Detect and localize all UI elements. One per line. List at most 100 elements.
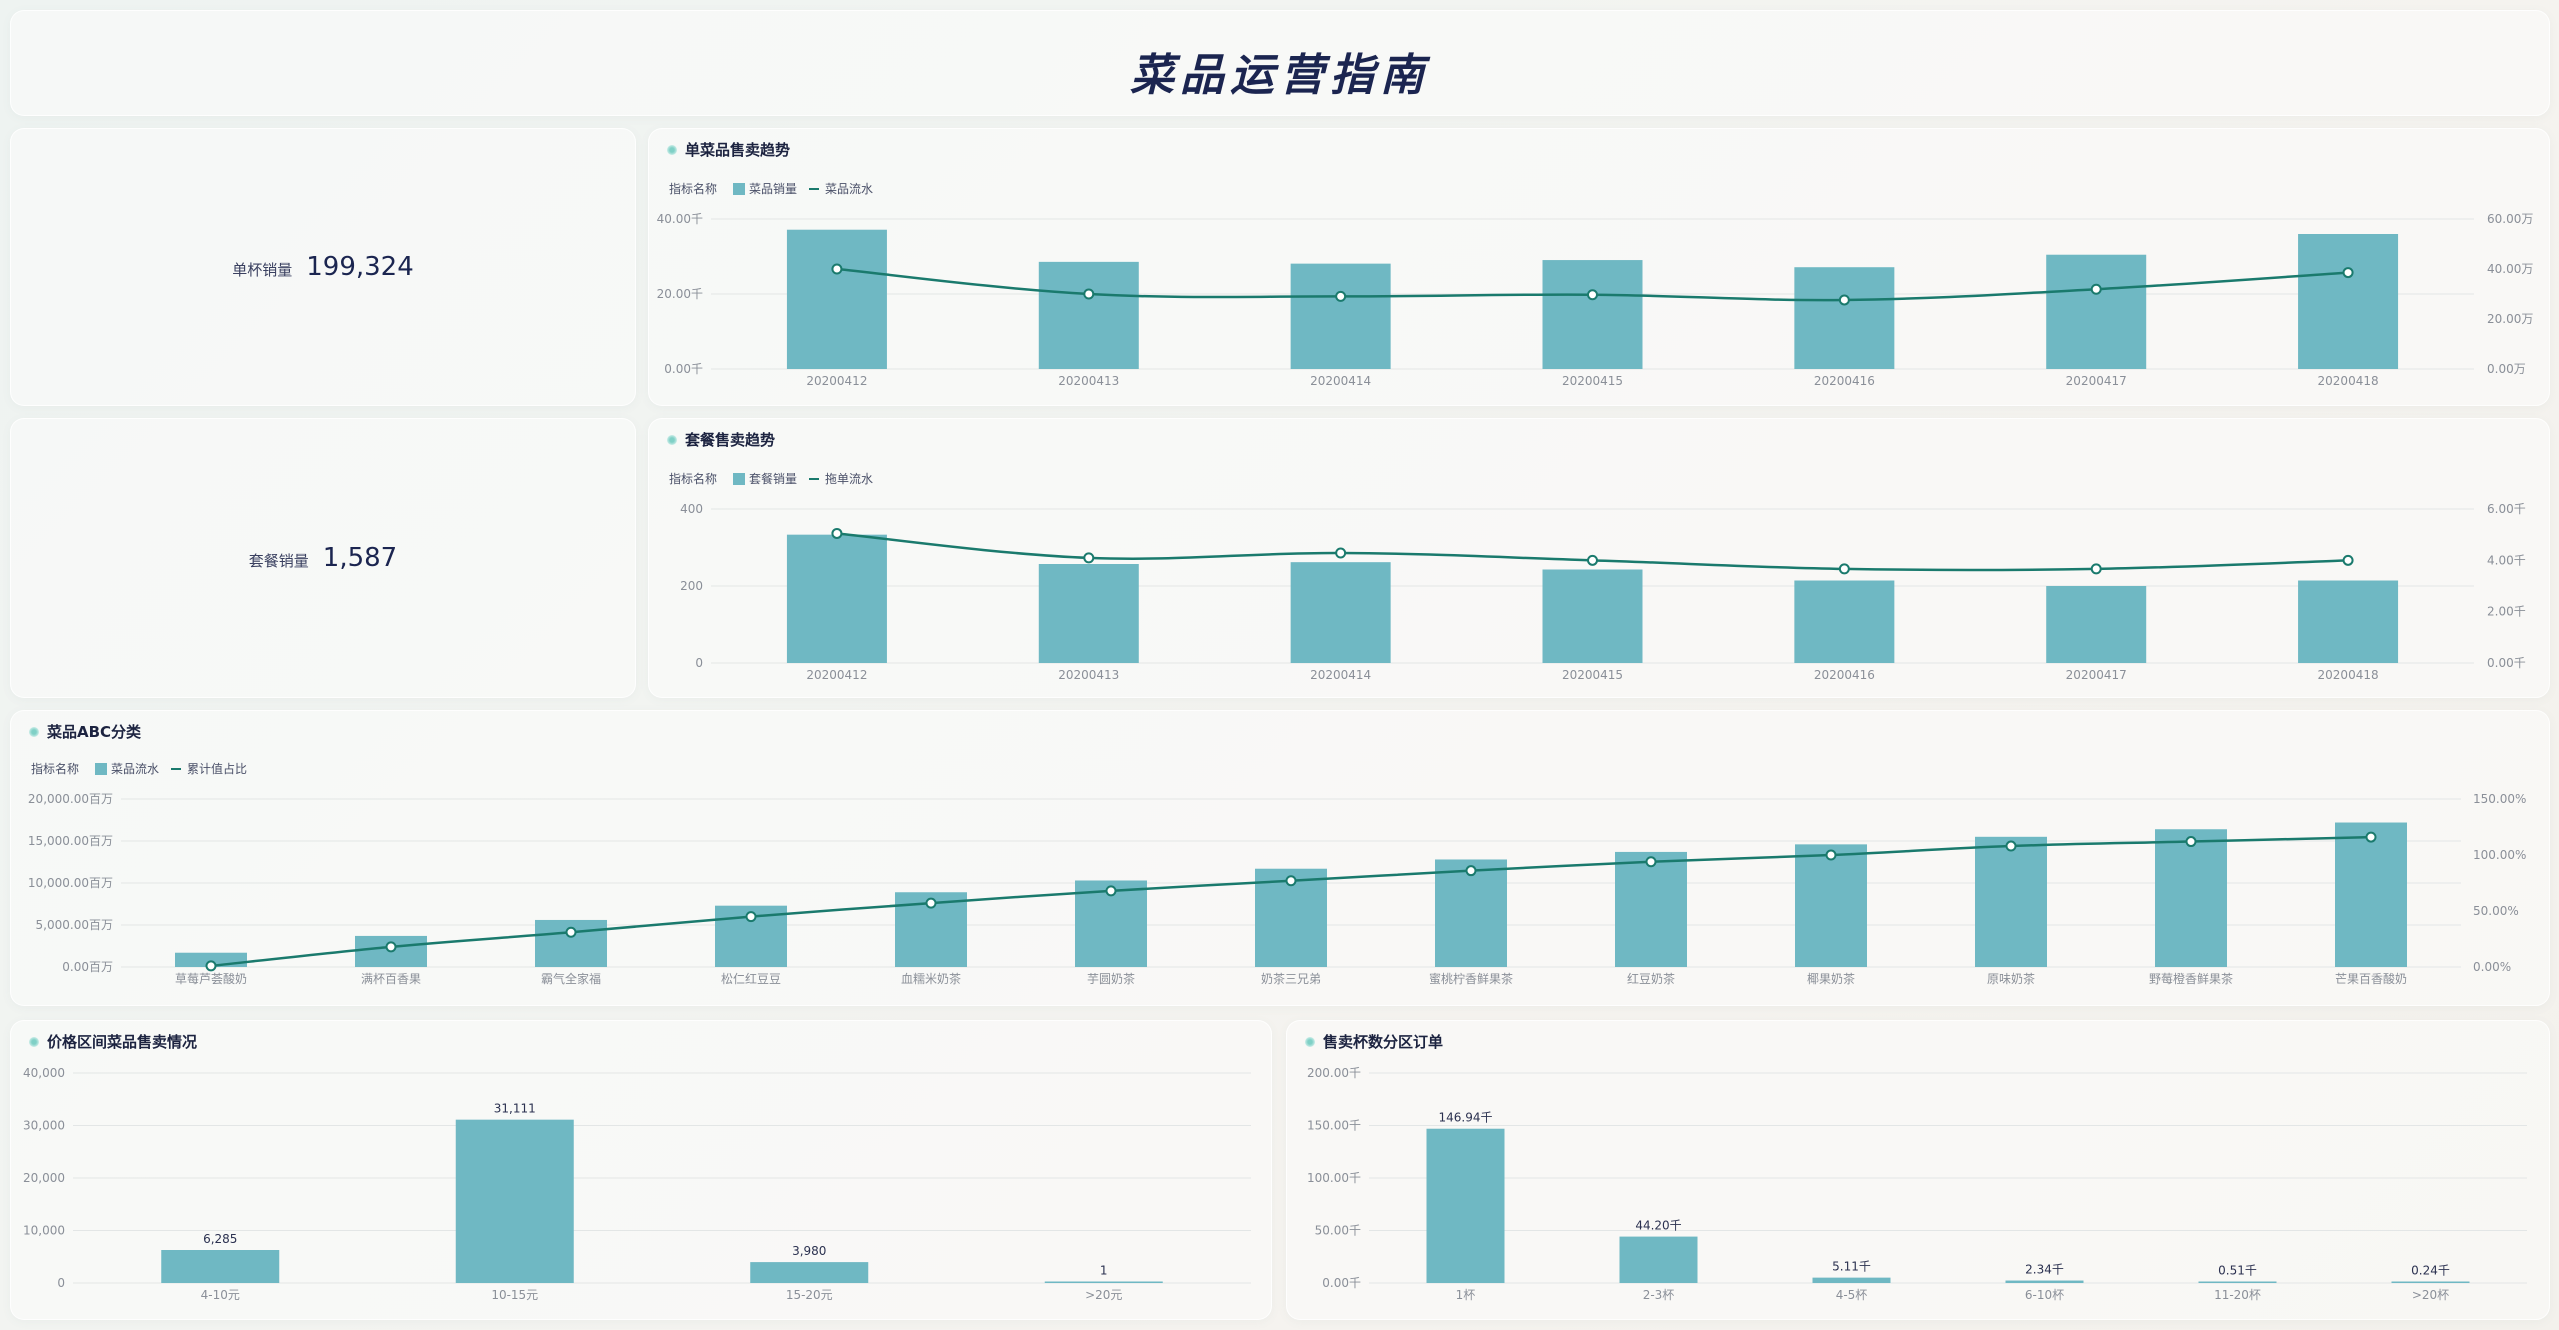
chart-dish-trend: 指标名称 菜品销量 菜品流水 40.00千 20.00千 0.00千 60.00万 40.00… [657,181,2534,388]
chart-combo-trend: 指标名称 套餐销量 拖单流水 400 200 0 6.00千 4.00千 2.00千 0.00千 2… [669,471,2526,682]
bar [2198,1281,2277,1283]
bullet-icon [29,1036,39,1047]
bullet-icon [667,434,677,445]
bar [455,1119,574,1283]
panel-title: 菜品ABC分类 [29,721,141,742]
header-panel: 菜品运营指南 [10,10,2550,116]
y2-tick-label: 150.00% [2473,792,2526,806]
bar [1542,569,1643,663]
y2-tick-label: 4.00千 [2487,553,2526,567]
y-tick-label: 20,000 [23,1171,65,1185]
y-tick-label: 20,000.00百万 [28,792,113,806]
line-point [831,527,843,539]
line-point [925,897,937,909]
bullet-icon [29,726,39,737]
x-tick-label: 20200412 [806,374,867,388]
line-point [1838,563,1850,575]
x-tick-label: 红豆奶茶 [1627,971,1675,986]
y-tick-label: 0.00百万 [62,960,113,974]
x-tick-label: 血糯米奶茶 [901,971,961,986]
y-tick-label: 150.00千 [1307,1119,1361,1133]
bar [1812,1277,1891,1283]
data-label: 0.24千 [2411,1264,2450,1278]
line-point [1335,290,1347,302]
data-label: 5.11千 [1832,1260,1871,1274]
x-tick-label: 奶茶三兄弟 [1261,971,1321,986]
chart-panel-price-range: 价格区间菜品售卖情况 40,000 30,000 20,000 10,000 0 6,28… [10,1020,1272,1320]
y-tick-label: 15,000.00百万 [28,834,113,848]
y-tick-label: 200.00千 [1307,1066,1361,1080]
y2-tick-label: 50.00% [2473,904,2519,918]
legend-swatch-bar [733,473,745,485]
bar [786,229,887,369]
y-tick-label: 400 [680,502,703,516]
data-label: 3,980 [792,1244,826,1258]
x-tick-label: >20杯 [2412,1288,2449,1302]
x-tick-label: 野莓橙香鲜果茶 [2149,971,2233,986]
y2-tick-label: 0.00千 [2487,656,2526,670]
y-tick-label: 10,000.00百万 [28,876,113,890]
bar [1038,564,1139,663]
x-tick-label: 松仁红豆豆 [721,971,781,986]
bar [2155,829,2227,967]
x-tick-label: 4-5杯 [1836,1288,1868,1302]
y-tick-label: 10,000 [23,1224,65,1238]
bar [1290,263,1391,369]
x-tick-label: 15-20元 [786,1288,833,1302]
chart-panel-dish-trend: 单菜品售卖趋势 指标名称 菜品销量 菜品流水 40.00千 20.00千 0.00千 60.… [648,128,2550,406]
y2-tick-label: 60.00万 [2487,212,2533,226]
kpi-value: 199,324 [306,252,414,282]
legend-swatch-bar [733,183,745,195]
panel-title-text: 套餐售卖趋势 [685,431,776,449]
bar [1044,1281,1163,1283]
y-tick-label: 0.00千 [1322,1276,1361,1290]
bar [2005,1280,2084,1283]
line-point [1645,856,1657,868]
x-tick-label: 草莓芦荟酸奶 [175,971,247,986]
legend-prefix: 指标名称 [669,471,717,486]
x-tick-label: 20200413 [1058,374,1119,388]
legend-entry: 累计值占比 [187,761,247,776]
y2-tick-label: 20.00万 [2487,312,2533,326]
x-tick-label: 20200417 [2066,668,2127,682]
legend-swatch-bar [95,763,107,775]
x-tick-label: 4-10元 [201,1288,240,1302]
y-tick-label: 100.00千 [1307,1171,1361,1185]
y-tick-label: 0.00千 [664,362,703,376]
kpi-value: 1,587 [322,543,398,573]
x-tick-label: 2-3杯 [1643,1288,1675,1302]
x-tick-label: 10-15元 [491,1288,538,1302]
chart-cup-count: 200.00千 150.00千 100.00千 50.00千 0.00千 146.94千 4… [1307,1066,2527,1302]
y-tick-label: 0 [695,656,703,670]
y2-tick-label: 6.00千 [2487,502,2526,516]
line-point [565,926,577,938]
x-tick-label: 1杯 [1456,1288,1476,1302]
kpi-label: 套餐销量 [248,552,309,570]
panel-title-text: 单菜品售卖趋势 [685,141,791,159]
line-point [2090,563,2102,575]
y-tick-label: 20.00千 [657,287,703,301]
x-tick-label: 20200418 [2318,374,2379,388]
line-point [1285,875,1297,887]
line-point [1105,885,1117,897]
x-tick-label: 椰果奶茶 [1807,971,1855,986]
panel-title: 套餐售卖趋势 [667,429,775,450]
legend-entry: 菜品流水 [111,762,159,776]
x-tick-label: 蜜桃柠香鲜果茶 [1429,971,1513,986]
bar [750,1262,869,1283]
y2-tick-label: 2.00千 [2487,605,2526,619]
x-tick-label: 20200412 [806,668,867,682]
x-tick-label: 20200416 [1814,374,1875,388]
bar [2335,822,2407,967]
line-point [1587,554,1598,566]
bar [1975,836,2047,967]
line-point [2185,836,2197,848]
y-tick-label: 40,000 [23,1066,65,1080]
bar [1290,562,1391,663]
bar [2391,1281,2470,1283]
data-label: 146.94千 [1439,1111,1493,1125]
line-point [1825,849,1837,861]
kpi-panel-single-cup: 单杯销量 199,324 [10,128,636,406]
x-tick-label: 20200417 [2066,374,2127,388]
chart-panel-cup-count: 售卖杯数分区订单 200.00千 150.00千 100.00千 50.00千 0.00… [1286,1020,2550,1320]
